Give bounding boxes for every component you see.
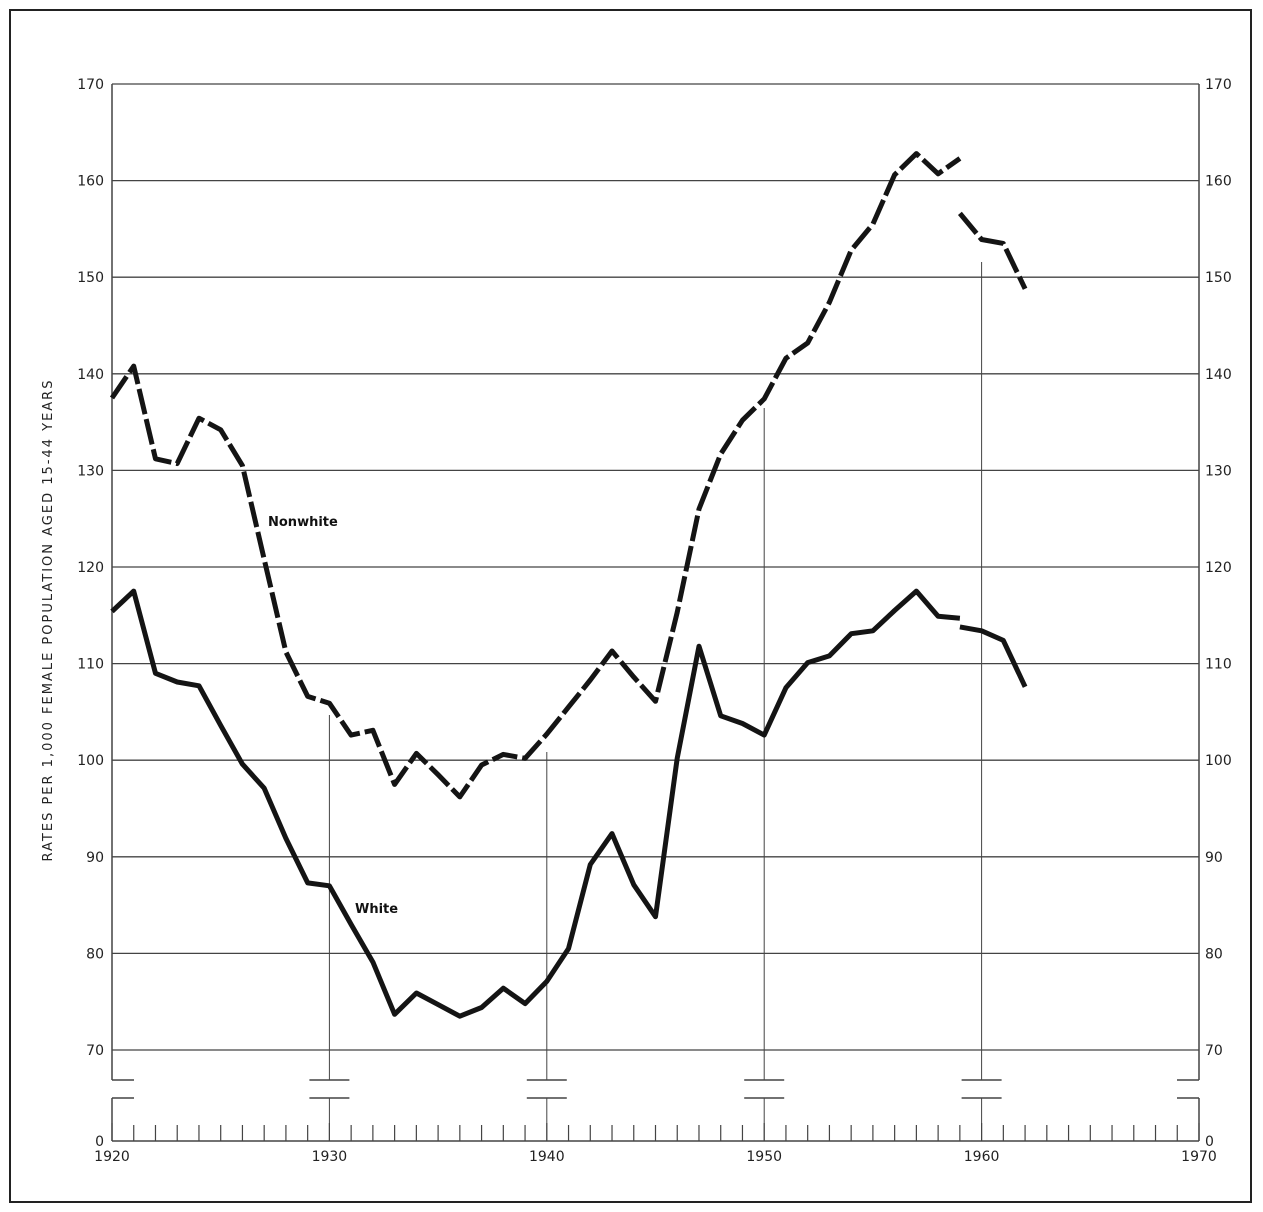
y-tick-label-left-70: 70: [86, 1043, 104, 1059]
y-tick-label-right-130: 130: [1205, 463, 1232, 479]
x-tick-label-1930: 1930: [312, 1149, 348, 1165]
y-tick-label-left-80: 80: [86, 946, 104, 962]
y-axis-label: RATES PER 1,000 FEMALE POPULATION AGED 1…: [41, 379, 56, 862]
nonwhite-series-line-2: [957, 211, 1028, 290]
y-tick-label-left-160: 160: [77, 174, 104, 190]
y-tick-label-right-100: 100: [1205, 753, 1232, 769]
y-tick-label-right-160: 160: [1205, 174, 1232, 190]
y-tick-label-left-90: 90: [86, 850, 104, 866]
white-series-label: White: [355, 902, 398, 917]
figure-frame: [9, 9, 1252, 1203]
y-tick-label-right-0: 0: [1205, 1134, 1214, 1150]
series-lines: [109, 151, 1028, 1019]
y-tick-label-right-90: 90: [1205, 850, 1223, 866]
x-tick-label-1940: 1940: [529, 1149, 565, 1165]
nonwhite-series-label: Nonwhite: [268, 515, 338, 530]
y-tick-label-left-140: 140: [77, 367, 104, 383]
y-tick-label-left-120: 120: [77, 560, 104, 576]
nonwhite-series-line-1: [109, 151, 962, 800]
y-tick-label-right-170: 170: [1205, 77, 1232, 93]
y-tick-label-left-110: 110: [77, 657, 104, 673]
x-tick-label-1960: 1960: [964, 1149, 1000, 1165]
y-tick-label-right-80: 80: [1205, 946, 1223, 962]
y-tick-label-left-150: 150: [77, 270, 104, 286]
y-tick-label-right-150: 150: [1205, 270, 1232, 286]
x-tick-label-1950: 1950: [746, 1149, 782, 1165]
y-tick-label-right-120: 120: [1205, 560, 1232, 576]
y-tick-label-right-140: 140: [1205, 367, 1232, 383]
y-tick-label-left-170: 170: [77, 77, 104, 93]
white-series-line-2: [959, 624, 1028, 688]
x-tick-label-1970: 1970: [1181, 1149, 1217, 1165]
y-tick-label-right-70: 70: [1205, 1043, 1223, 1059]
y-tick-label-right-110: 110: [1205, 657, 1232, 673]
white-series-line-1: [110, 588, 961, 1019]
y-tick-label-left-130: 130: [77, 463, 104, 479]
y-tick-label-left-0: 0: [95, 1134, 104, 1150]
x-tick-label-1920: 1920: [94, 1149, 130, 1165]
y-tick-label-left-100: 100: [77, 753, 104, 769]
